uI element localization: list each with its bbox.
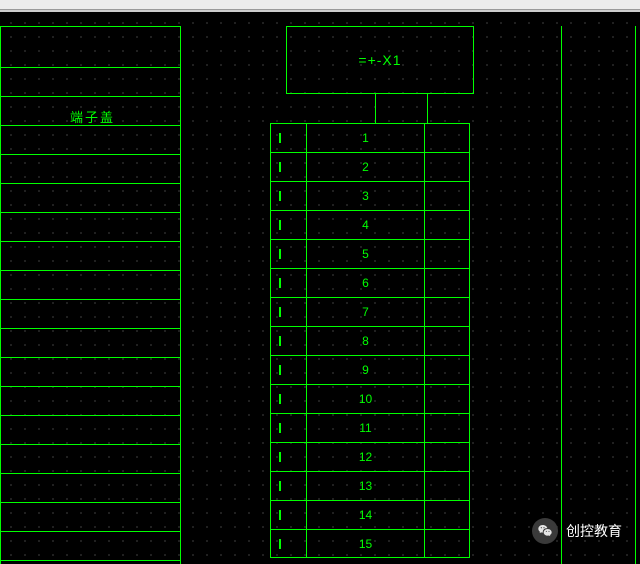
topbar [0,0,640,12]
terminal-number: 14 [307,501,425,529]
terminal-number: 11 [307,414,425,442]
terminal-marker [271,443,307,471]
terminal-row[interactable]: 1 [270,123,470,152]
header-stem-left [375,94,376,124]
terminal-marker [271,124,307,152]
terminal-row[interactable]: 7 [270,297,470,326]
terminal-number: 13 [307,472,425,500]
terminal-tail [425,501,469,529]
terminal-number: 2 [307,153,425,181]
terminal-row[interactable]: 13 [270,471,470,500]
side-label: 端子盖 [70,107,115,126]
terminal-marker [271,298,307,326]
terminal-marker [271,356,307,384]
terminal-row[interactable]: 4 [270,210,470,239]
terminal-tail [425,356,469,384]
terminal-number: 3 [307,182,425,210]
terminal-row[interactable]: 5 [270,239,470,268]
watermark-label: 创控教育 [566,521,622,541]
terminal-row[interactable]: 9 [270,355,470,384]
terminal-row[interactable]: 6 [270,268,470,297]
terminal-number: 9 [307,356,425,384]
terminal-number: 7 [307,298,425,326]
terminal-tail [425,211,469,239]
terminal-tail [425,385,469,413]
terminal-marker [271,182,307,210]
vline-outer-left [0,26,1,564]
header-stem-right [427,94,428,124]
terminal-row[interactable]: 2 [270,152,470,181]
vline-left-col [180,26,181,564]
terminal-marker [271,327,307,355]
terminal-strip-title: =+-X1 [358,52,401,68]
terminal-tail [425,269,469,297]
wechat-icon [532,518,558,544]
terminal-number: 1 [307,124,425,152]
terminal-number: 12 [307,443,425,471]
terminal-number: 5 [307,240,425,268]
terminal-marker [271,501,307,529]
terminal-tail [425,530,469,557]
terminal-tail [425,327,469,355]
terminal-marker [271,530,307,557]
terminal-marker [271,240,307,268]
terminal-number: 4 [307,211,425,239]
terminal-tail [425,240,469,268]
terminal-number: 6 [307,269,425,297]
terminal-tail [425,472,469,500]
terminal-row[interactable]: 11 [270,413,470,442]
terminal-row[interactable]: 3 [270,181,470,210]
terminal-strip-header[interactable]: =+-X1 [286,26,474,94]
terminal-marker [271,269,307,297]
terminal-tail [425,153,469,181]
terminal-tail [425,414,469,442]
terminal-tail [425,124,469,152]
terminal-tail [425,298,469,326]
terminal-marker [271,472,307,500]
terminal-marker [271,211,307,239]
vline-right-2 [635,26,636,564]
terminal-row[interactable]: 10 [270,384,470,413]
terminal-row[interactable]: 15 [270,529,470,558]
terminal-row[interactable]: 12 [270,442,470,471]
terminal-number: 10 [307,385,425,413]
cad-canvas[interactable]: 端子盖 =+-X1 1 2 3 4 5 6 7 8 9 10 11 12 13 … [0,12,640,564]
terminal-marker [271,414,307,442]
terminal-number: 8 [307,327,425,355]
terminal-tail [425,182,469,210]
watermark: 创控教育 [532,518,622,544]
terminal-number: 15 [307,530,425,557]
terminal-marker [271,385,307,413]
terminal-tail [425,443,469,471]
terminal-row[interactable]: 14 [270,500,470,529]
vline-right-1 [561,26,562,564]
terminal-row[interactable]: 8 [270,326,470,355]
terminal-table: 1 2 3 4 5 6 7 8 9 10 11 12 13 14 15 [270,123,470,558]
terminal-marker [271,153,307,181]
hline-top-left [0,26,180,27]
